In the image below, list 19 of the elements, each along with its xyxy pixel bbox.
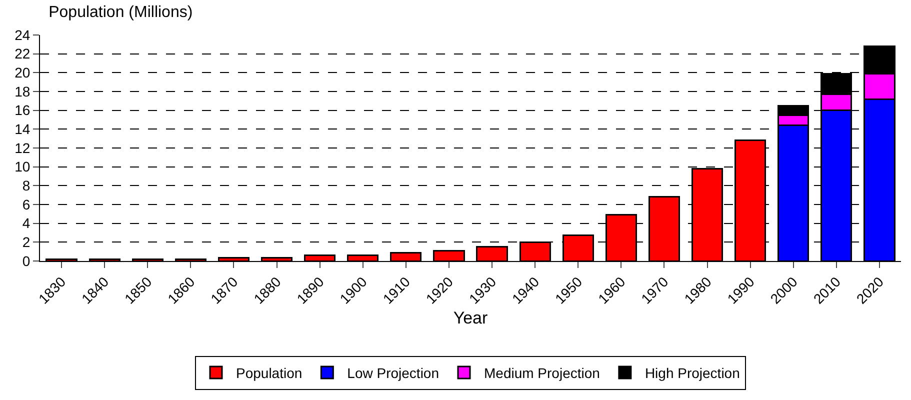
y-tick-label: 12 (14, 140, 30, 156)
y-tick-label: 0 (22, 252, 30, 269)
y-tick-label: 4 (22, 215, 30, 232)
legend-label: Low Projection (347, 364, 439, 381)
legend-label: Medium Projection (484, 364, 600, 381)
y-tick-label: 24 (14, 26, 30, 43)
y-tick-label: 6 (22, 196, 30, 212)
y-tick-label: 18 (14, 83, 30, 100)
y-tick-label: 14 (14, 121, 30, 138)
y-tick-label: 2 (22, 234, 30, 250)
y-tick-label: 22 (14, 46, 30, 62)
x-axis-title: Year (453, 308, 488, 328)
chart-title: Population (Millions) (48, 4, 193, 22)
y-tick-label: 20 (14, 64, 30, 81)
legend-label: High Projection (644, 364, 740, 381)
y-tick-label: 8 (22, 178, 30, 194)
y-tick-label: 10 (14, 158, 30, 175)
y-tick-label: 16 (14, 102, 30, 118)
legend-label: Population (236, 364, 302, 381)
